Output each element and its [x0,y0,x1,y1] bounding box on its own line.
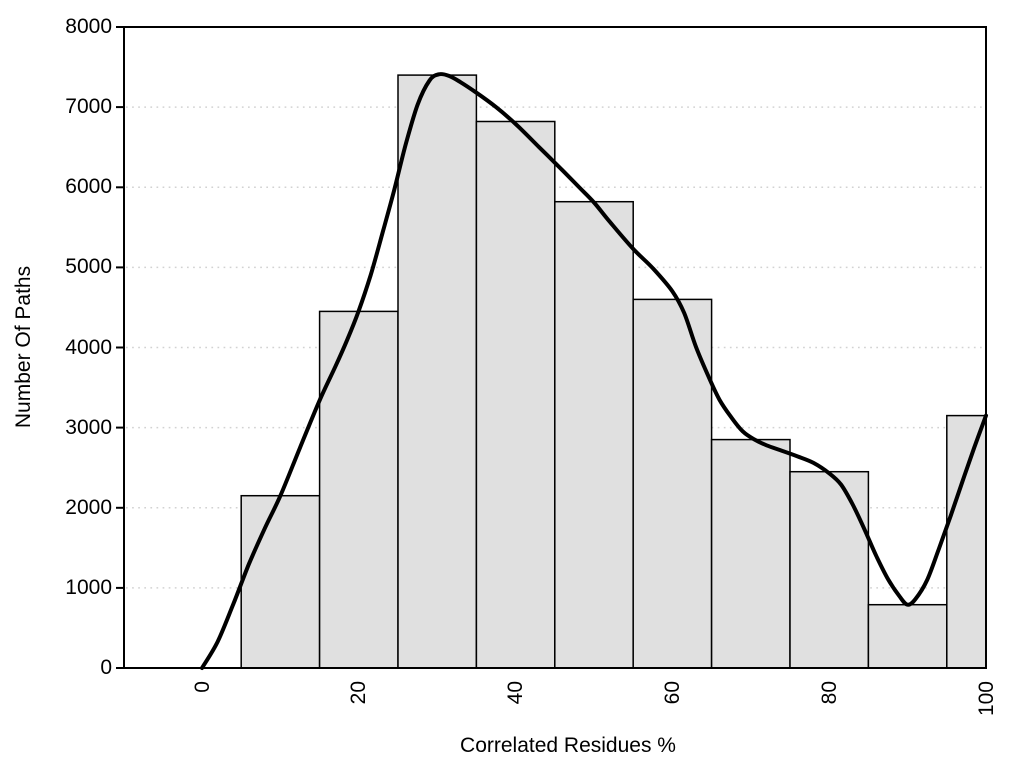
histogram-bar [710,438,791,669]
x-tick-label: 20 [347,681,371,705]
y-tick-label: 0 [100,656,112,679]
y-tick-label: 2000 [65,495,112,519]
y-tick-label: 7000 [65,95,112,119]
histogram-bar [632,298,713,669]
histogram-bar [475,120,556,669]
histogram-bar [318,310,399,669]
y-tick-label: 4000 [65,335,112,359]
x-axis-title: Correlated Residues % [460,734,676,757]
y-tick-label: 8000 [65,15,112,38]
x-tick-label: 40 [504,681,528,705]
density-curve [200,72,988,670]
x-tick-label: 80 [817,681,841,705]
histogram-bar [789,470,870,669]
x-tick-label: 0 [190,681,214,693]
y-tick-label: 1000 [65,575,112,599]
histogram-bar [397,74,478,669]
histogram-bar [867,603,948,669]
y-tick-label: 5000 [65,255,112,279]
y-tick-label: 6000 [65,175,112,199]
histogram-bar [554,200,634,669]
histogram-bar [240,494,321,669]
x-tick-label: 60 [660,681,684,705]
y-tick-label: 3000 [65,415,112,439]
y-axis-title: Number Of Paths [12,265,35,429]
histogram-bar [946,414,987,669]
x-tick-label: 100 [974,681,998,717]
